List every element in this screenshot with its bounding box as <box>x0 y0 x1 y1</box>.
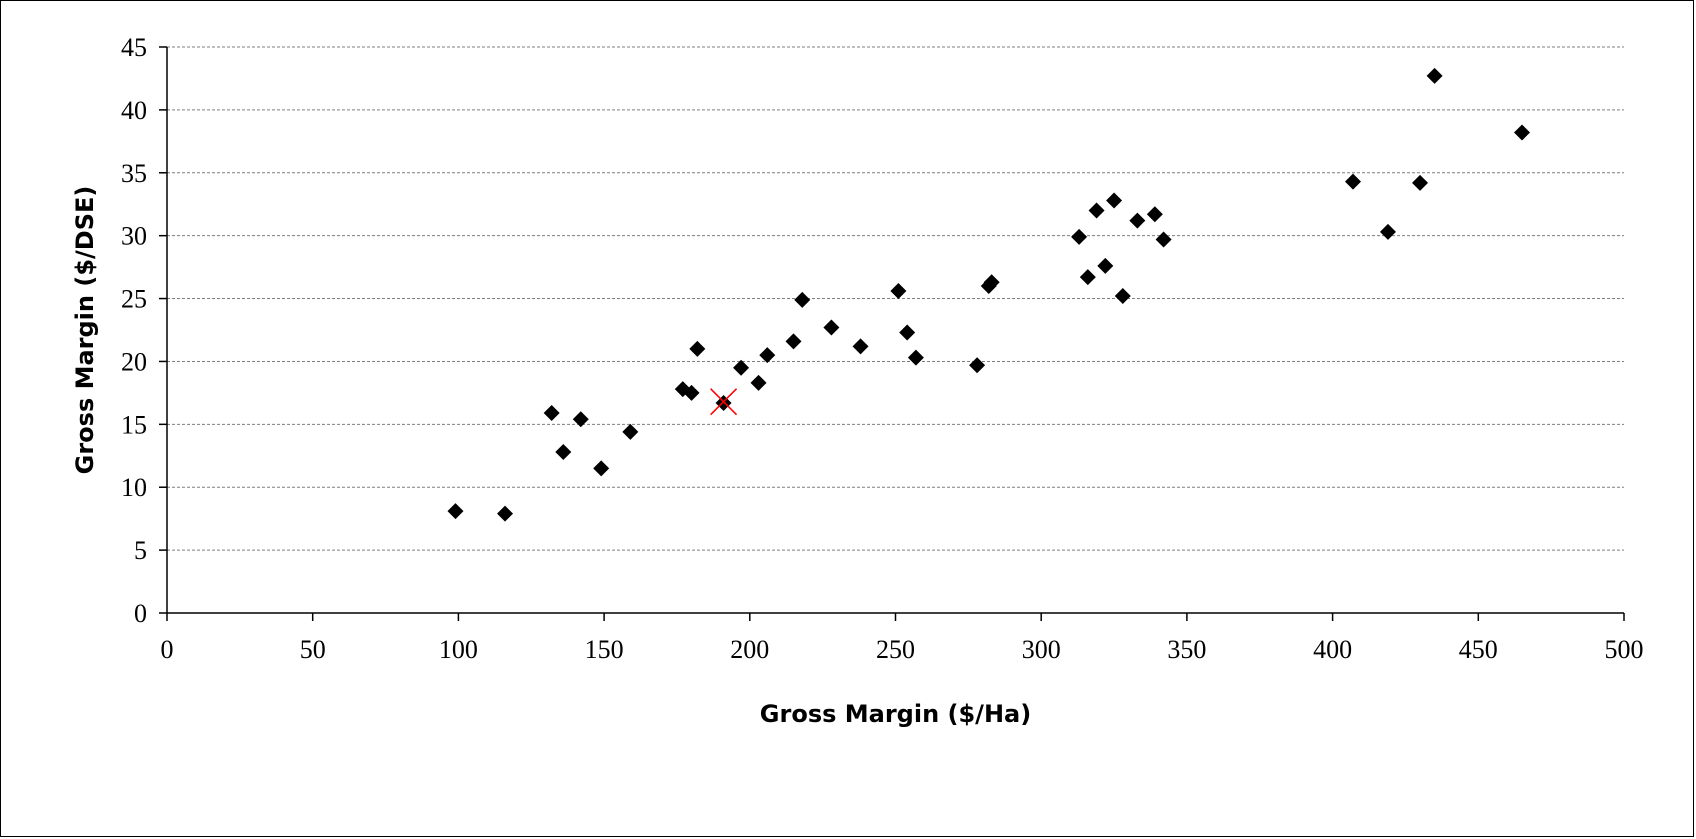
data-point <box>1379 223 1396 240</box>
x-tick-label: 150 <box>585 635 624 664</box>
data-point <box>1106 192 1123 209</box>
data-point <box>1514 124 1531 141</box>
y-tick-label: 25 <box>121 285 147 314</box>
data-point <box>899 324 916 341</box>
data-point <box>1088 202 1105 219</box>
data-point <box>983 274 1000 291</box>
x-tick-label: 400 <box>1313 635 1352 664</box>
data-point <box>1412 174 1429 191</box>
data-point <box>1097 257 1114 274</box>
y-tick-label: 20 <box>121 347 147 376</box>
data-point <box>715 394 732 411</box>
data-point <box>622 423 639 440</box>
data-point <box>683 384 700 401</box>
y-axis-title: Gross Margin ($/DSE) <box>71 186 99 475</box>
x-tick-label: 350 <box>1167 635 1206 664</box>
highlight-point <box>710 388 738 416</box>
data-point <box>785 333 802 350</box>
x-tick-label: 300 <box>1022 635 1061 664</box>
data-point <box>1071 228 1088 245</box>
data-point <box>593 460 610 477</box>
data-point <box>1079 269 1096 286</box>
x-tick-label: 500 <box>1605 635 1644 664</box>
data-point <box>572 411 589 428</box>
data-points <box>447 67 1531 522</box>
y-tick-label: 35 <box>121 159 147 188</box>
x-tick-label: 0 <box>161 635 174 664</box>
data-point <box>794 291 811 308</box>
data-point <box>890 283 907 300</box>
x-tick-label: 450 <box>1459 635 1498 664</box>
data-point <box>733 359 750 376</box>
x-tick-label: 100 <box>439 635 478 664</box>
data-point <box>759 347 776 364</box>
data-point <box>1344 173 1361 190</box>
data-point <box>907 349 924 366</box>
x-tick-label: 50 <box>300 635 326 664</box>
y-tick-label: 10 <box>121 473 147 502</box>
data-point <box>1426 67 1443 84</box>
data-point <box>689 340 706 357</box>
y-tick-label: 45 <box>121 33 147 62</box>
gridlines <box>167 46 1624 551</box>
data-point <box>1146 206 1163 223</box>
x-tick-label: 250 <box>876 635 915 664</box>
data-point <box>543 405 560 422</box>
y-tick-label: 30 <box>121 222 147 251</box>
x-tick-label: 200 <box>730 635 769 664</box>
y-tick-label: 0 <box>134 599 147 628</box>
data-point <box>1129 212 1146 229</box>
y-tick-label: 15 <box>121 410 147 439</box>
axes <box>159 46 1625 621</box>
data-point <box>555 444 572 461</box>
data-point <box>447 503 464 520</box>
data-point <box>750 374 767 391</box>
data-point <box>823 319 840 336</box>
data-point <box>497 505 514 522</box>
data-point <box>969 357 986 374</box>
x-axis-title: Gross Margin ($/Ha) <box>760 700 1031 728</box>
data-point <box>852 338 869 355</box>
y-tick-label: 5 <box>134 536 147 565</box>
data-point <box>1114 288 1131 305</box>
y-tick-label: 40 <box>121 96 147 125</box>
data-point <box>1155 231 1172 248</box>
